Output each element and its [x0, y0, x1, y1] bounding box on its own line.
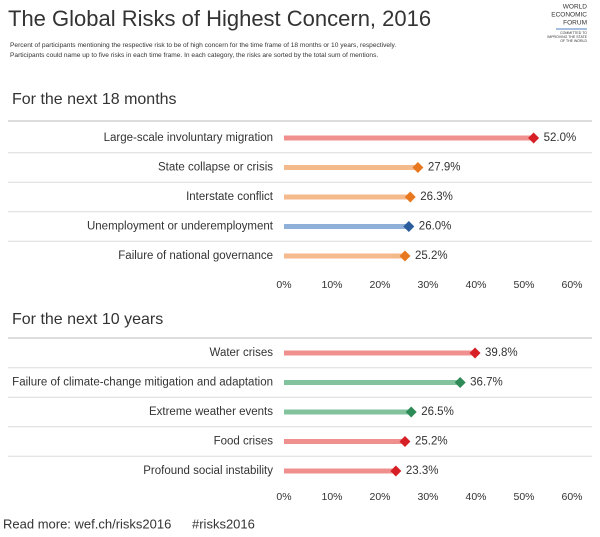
x-tick-label: 60%: [561, 279, 582, 291]
marker: [412, 162, 424, 173]
logo-tagline: OF THE WORLD: [560, 39, 587, 43]
bar: [284, 194, 411, 200]
x-tick-label: 10%: [321, 279, 342, 291]
marker: [404, 191, 416, 203]
bar: [284, 439, 405, 444]
category-label: Food crises: [214, 436, 274, 448]
x-tick-label: 0%: [276, 491, 291, 503]
category-label: Interstate conflict: [186, 191, 274, 203]
logo: ECONOMIC: [551, 12, 587, 19]
marker: [469, 347, 481, 359]
x-tick-label: 40%: [465, 491, 486, 503]
section-title: For the next 18 months: [12, 91, 177, 108]
value-label: 23.3%: [406, 465, 439, 477]
category-label: Profound social instability: [143, 465, 273, 477]
category-label: Failure of national governance: [118, 250, 273, 262]
marker: [399, 250, 411, 262]
value-label: 25.2%: [415, 250, 448, 262]
x-tick-label: 30%: [417, 279, 438, 291]
value-label: 26.3%: [420, 191, 453, 203]
subtitle: Percent of participants mentioning the r…: [10, 42, 396, 49]
category-label: Failure of climate-change mitigation and…: [12, 377, 273, 389]
value-label: 25.2%: [415, 436, 448, 448]
category-label: State collapse or crisis: [158, 162, 273, 174]
value-label: 52.0%: [544, 132, 577, 144]
footer-link[interactable]: Read more: wef.ch/risks2016: [3, 516, 171, 531]
marker: [405, 406, 417, 418]
bar: [284, 253, 405, 259]
bar: [284, 165, 418, 170]
x-tick-label: 60%: [561, 491, 582, 503]
marker: [403, 221, 415, 232]
x-tick-label: 20%: [369, 279, 390, 291]
bar: [284, 380, 461, 385]
value-label: 36.7%: [470, 377, 503, 389]
x-tick-label: 30%: [417, 491, 438, 503]
bar: [284, 135, 534, 141]
logo: FORUM: [563, 20, 587, 27]
marker: [390, 465, 402, 477]
x-tick-label: 10%: [321, 491, 342, 503]
footer-hashtag[interactable]: #risks2016: [192, 516, 255, 531]
value-label: 39.8%: [485, 347, 518, 359]
category-label: Extreme weather events: [149, 406, 273, 418]
bar: [284, 468, 396, 474]
logo: WORLD: [563, 4, 588, 11]
bar: [284, 350, 476, 356]
x-tick-label: 50%: [513, 279, 534, 291]
marker: [399, 436, 411, 447]
marker: [454, 377, 466, 388]
x-tick-label: 40%: [465, 279, 486, 291]
category-label: Water crises: [210, 347, 274, 359]
category-label: Unemployment or underemployment: [87, 221, 274, 233]
bar: [284, 224, 409, 229]
value-label: 26.5%: [421, 406, 454, 418]
x-tick-label: 20%: [369, 491, 390, 503]
logo-tagline: IMPROVING THE STATE: [547, 35, 587, 39]
x-tick-label: 0%: [276, 279, 291, 291]
category-label: Large-scale involuntary migration: [104, 132, 273, 144]
bar: [284, 409, 412, 415]
section-title: For the next 10 years: [12, 311, 163, 328]
marker: [528, 132, 540, 144]
logo-tagline: COMMITTED TO: [560, 31, 587, 35]
value-label: 27.9%: [428, 162, 461, 174]
title: The Global Risks of Highest Concern, 201…: [8, 6, 431, 31]
subtitle: Participants could name up to five risks…: [10, 52, 378, 59]
value-label: 26.0%: [419, 221, 452, 233]
x-tick-label: 50%: [513, 491, 534, 503]
